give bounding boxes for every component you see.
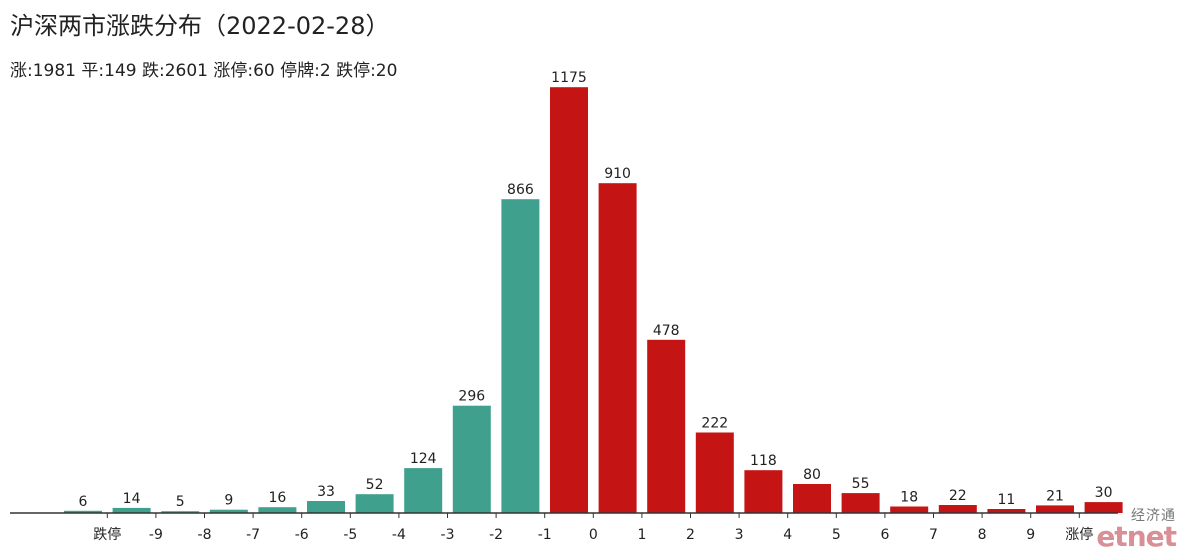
bar: [404, 468, 443, 513]
bar-value-label: 296: [458, 389, 485, 405]
bar-value-label: 30: [1095, 485, 1113, 501]
x-tick-label: -3: [441, 527, 455, 543]
x-tick-label: -6: [295, 527, 309, 543]
bar-value-label: 55: [852, 476, 870, 492]
brand-logo: etnet: [1096, 520, 1177, 553]
bar-value-label: 478: [653, 323, 680, 339]
bar: [355, 494, 394, 513]
x-tick-label: 2: [686, 527, 695, 543]
bar-value-label: 33: [317, 484, 335, 500]
bar-value-label: 21: [1046, 488, 1064, 504]
x-tick-label: -2: [489, 527, 503, 543]
bar-value-label: 1175: [551, 70, 587, 86]
brand-subtitle: 经济通: [1131, 508, 1176, 524]
bar-value-label: 52: [366, 477, 384, 493]
bar-value-label: 222: [701, 416, 728, 432]
bar: [64, 510, 102, 513]
x-tick-label: -9: [149, 527, 163, 543]
bar: [987, 509, 1026, 513]
bar-value-label: 6: [79, 494, 88, 510]
bar: [258, 507, 297, 513]
bar: [695, 432, 734, 513]
x-tick-label: 5: [832, 527, 841, 543]
bar: [841, 493, 880, 513]
x-tick-label: 涨停: [1065, 526, 1093, 543]
chart-subtitle: 涨:1981 平:149 跌:2601 涨停:60 停牌:2 跌停:20: [10, 61, 398, 81]
bar-value-label: 80: [803, 467, 821, 483]
bar-value-label: 118: [750, 453, 777, 469]
bar: [793, 484, 831, 513]
x-tick-label: -8: [198, 527, 212, 543]
bar-value-label: 124: [410, 451, 437, 467]
chart-title: 沪深两市涨跌分布（2022-02-28）: [10, 12, 390, 40]
x-tick-label: -1: [538, 527, 552, 543]
bar: [452, 405, 491, 513]
bar: [598, 183, 637, 513]
bar-value-label: 5: [176, 494, 185, 510]
bar: [744, 470, 783, 513]
x-tick-label: 7: [929, 527, 938, 543]
bar-value-label: 9: [224, 493, 233, 509]
bar: [550, 87, 588, 513]
x-tick-label: 8: [978, 527, 987, 543]
x-tick-label: 4: [783, 527, 792, 543]
x-tick-label: -4: [392, 527, 406, 543]
bar: [1036, 505, 1074, 513]
x-tick-label: -5: [343, 527, 357, 543]
bar-value-label: 22: [949, 488, 967, 504]
bar-value-label: 18: [900, 490, 918, 506]
bar-value-label: 14: [123, 491, 141, 507]
x-tick-label: 9: [1026, 527, 1035, 543]
bar: [209, 509, 248, 513]
bar-value-label: 866: [507, 182, 534, 198]
x-tick-label: 1: [637, 527, 646, 543]
bar-value-label: 11: [997, 492, 1015, 508]
bar-value-label: 910: [604, 166, 631, 182]
x-tick-label: 跌停: [93, 526, 121, 543]
bar: [501, 199, 540, 513]
x-tick-label: 0: [589, 527, 598, 543]
bar-value-label: 16: [268, 490, 286, 506]
bar: [938, 505, 977, 513]
bar: [890, 506, 929, 513]
x-tick-label: 6: [880, 527, 889, 543]
bar: [647, 339, 686, 513]
bar: [112, 507, 151, 513]
bar: [1084, 502, 1123, 513]
bar: [307, 501, 345, 513]
brand-watermark: 经济通 etnet: [1096, 508, 1177, 553]
bar: [161, 511, 200, 513]
x-tick-label: 3: [735, 527, 744, 543]
x-tick-label: -7: [246, 527, 260, 543]
